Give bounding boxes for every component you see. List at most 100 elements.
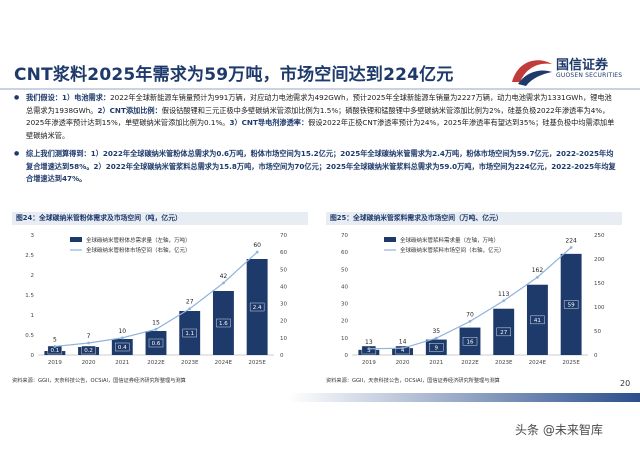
bar-label: 0.6: [152, 341, 161, 347]
bar-label: 0.1: [50, 348, 59, 354]
line-label: 162: [532, 267, 544, 274]
y-tick-left: 1: [31, 313, 35, 319]
y-tick-right: 0: [594, 353, 598, 359]
bar-label-box: [429, 343, 444, 352]
bar-label-box: [530, 315, 545, 325]
y-tick-right: 150: [594, 281, 605, 287]
line-label: 7: [87, 333, 91, 340]
line-label: 70: [466, 311, 474, 318]
x-tick-label: 2022E: [461, 360, 479, 366]
y-tick-left: 50: [341, 267, 348, 273]
bullet-assumptions-text3: 假设2022年正极CNT渗透率预计为24%，2025年渗透率有望达到35%；硅基…: [26, 118, 615, 140]
line-label: 224: [565, 237, 577, 244]
header-divider: [0, 88, 640, 90]
line-label: 27: [186, 299, 194, 306]
bar-label-box: [563, 300, 579, 309]
bar-label: 1.1: [185, 331, 194, 337]
bar-label-box: [182, 328, 197, 338]
legend-label-bar: 全球碳纳米管粉体总需求量（左轴，万吨）: [86, 236, 191, 244]
line-point: [53, 345, 57, 348]
y-tick-right: 100: [594, 305, 605, 311]
bar-label: 9: [435, 345, 439, 351]
line-point: [569, 246, 573, 249]
y-tick-left: 20: [341, 319, 348, 325]
x-tick-label: 2024E: [529, 360, 547, 366]
y-tick-left: 10: [341, 336, 348, 342]
y-tick-left: 3: [31, 233, 35, 239]
bar-label: 0.2: [84, 348, 93, 354]
bullet-assumptions-text2: 假设钴酸锂和三元正极中多壁碳纳米管添加比例为1.5%；磷酸铁锂和锰酸锂中多壁碳纳…: [26, 105, 610, 128]
y-tick-left: 0: [31, 353, 35, 359]
bar-label-box: [395, 345, 410, 355]
page-number: 20: [620, 379, 631, 388]
legend-swatch-bar: [384, 237, 396, 242]
y-tick-left: 1.5: [25, 293, 34, 299]
bullet-assumptions: 我们假设：1）电池需求：2022年全球新能源车销量预计为991万辆，对应动力电池…: [12, 92, 618, 142]
y-tick-right: 50: [280, 267, 287, 273]
line-point: [154, 327, 158, 331]
bar-label-box: [115, 342, 130, 352]
y-tick-left: 2.5: [25, 253, 34, 259]
line-point: [222, 281, 225, 285]
bar-label: 2.4: [253, 305, 262, 311]
chart-25: 0 10 20 30 40 50 60 70 0 50 100 150 200 250 3 2019 4 2020…: [341, 233, 605, 366]
bar-label-box: [216, 318, 231, 328]
legend-label-bar: 全球碳纳米管浆料需求量（左轴，万吨）: [400, 236, 499, 244]
line-point: [188, 307, 192, 311]
chart-24: 00.511.522.530102030405060700.120190.220…: [25, 233, 287, 366]
line-point: [468, 320, 472, 323]
line-label: 113: [498, 291, 510, 298]
bar-label: 1.6: [219, 321, 228, 327]
guosen-logo: [512, 60, 552, 86]
line-point: [255, 250, 259, 254]
line-point: [367, 347, 371, 351]
footer-bar: [0, 393, 640, 402]
x-tick-label: 2019: [362, 360, 376, 366]
bullet-section: 我们假设：1）电池需求：2022年全球新能源车销量预计为991万辆，对应动力电池…: [12, 90, 618, 186]
line-label: 35: [432, 328, 440, 335]
x-tick-label: 2022E: [147, 360, 165, 366]
y-tick-right: 30: [280, 302, 287, 308]
bar-label: 59: [568, 302, 575, 308]
chart-source-24: 资料来源：GGII，天奈科技公告，OCSiAl，国信证券经济研究所整理与测算: [12, 378, 186, 384]
y-tick-right: 10: [280, 336, 287, 342]
y-tick-right: 200: [594, 257, 605, 263]
y-tick-left: 0: [345, 353, 349, 359]
x-tick-label: 2020: [82, 360, 96, 366]
page-title: CNT浆料2025年需求为59万吨，市场空间达到224亿元: [14, 65, 454, 85]
bar-label: 3: [367, 348, 371, 354]
logo-text-cn: 国信证券: [556, 58, 609, 73]
line-point: [502, 299, 506, 303]
bar-label: 0.4: [118, 345, 127, 351]
x-tick-label: 2025E: [248, 360, 266, 366]
y-tick-right: 250: [594, 233, 605, 239]
line-point: [434, 336, 438, 340]
line-point: [401, 346, 404, 350]
legend-label-line: 全球碳纳米管浆料市场空间（右轴，亿元）: [400, 246, 505, 254]
line-point: [120, 336, 124, 340]
y-tick-right: 0: [280, 353, 284, 359]
x-tick-label: 2021: [429, 360, 443, 366]
chart-title-24: 图24：全球碳纳米管粉体需求及市场空间（吨，亿元）: [12, 212, 308, 225]
bar-label: 41: [534, 318, 541, 324]
bar-label: 16: [467, 339, 474, 345]
chart-panel-24: 图24：全球碳纳米管粉体需求及市场空间（吨，亿元） 0 0.5 1 1.5 2 2.5 3 0…: [12, 212, 308, 388]
line-label: 42: [220, 273, 228, 280]
line-label: 10: [118, 328, 126, 335]
y-tick-left: 60: [341, 250, 348, 256]
watermark: 头条 @未来智库: [515, 423, 603, 437]
bullet-assumptions-head2: 2）CNT添加比例：: [97, 105, 162, 115]
bar-label-box: [148, 338, 164, 348]
bullet-assumptions-head: 我们假设：1）电池需求：: [26, 93, 111, 102]
guosen-logo-icon: [512, 60, 552, 86]
line-label: 13: [365, 339, 373, 346]
x-tick-label: 2019: [48, 360, 62, 366]
x-tick-label: 2023E: [495, 360, 513, 366]
y-tick-left: 70: [341, 233, 348, 239]
line-point: [536, 275, 539, 279]
y-tick-left: 0.5: [25, 333, 34, 339]
y-tick-left: 2: [31, 273, 35, 279]
x-tick-label: 2020: [396, 360, 410, 366]
line-label: 5: [53, 336, 57, 343]
y-tick-right: 50: [594, 329, 601, 335]
